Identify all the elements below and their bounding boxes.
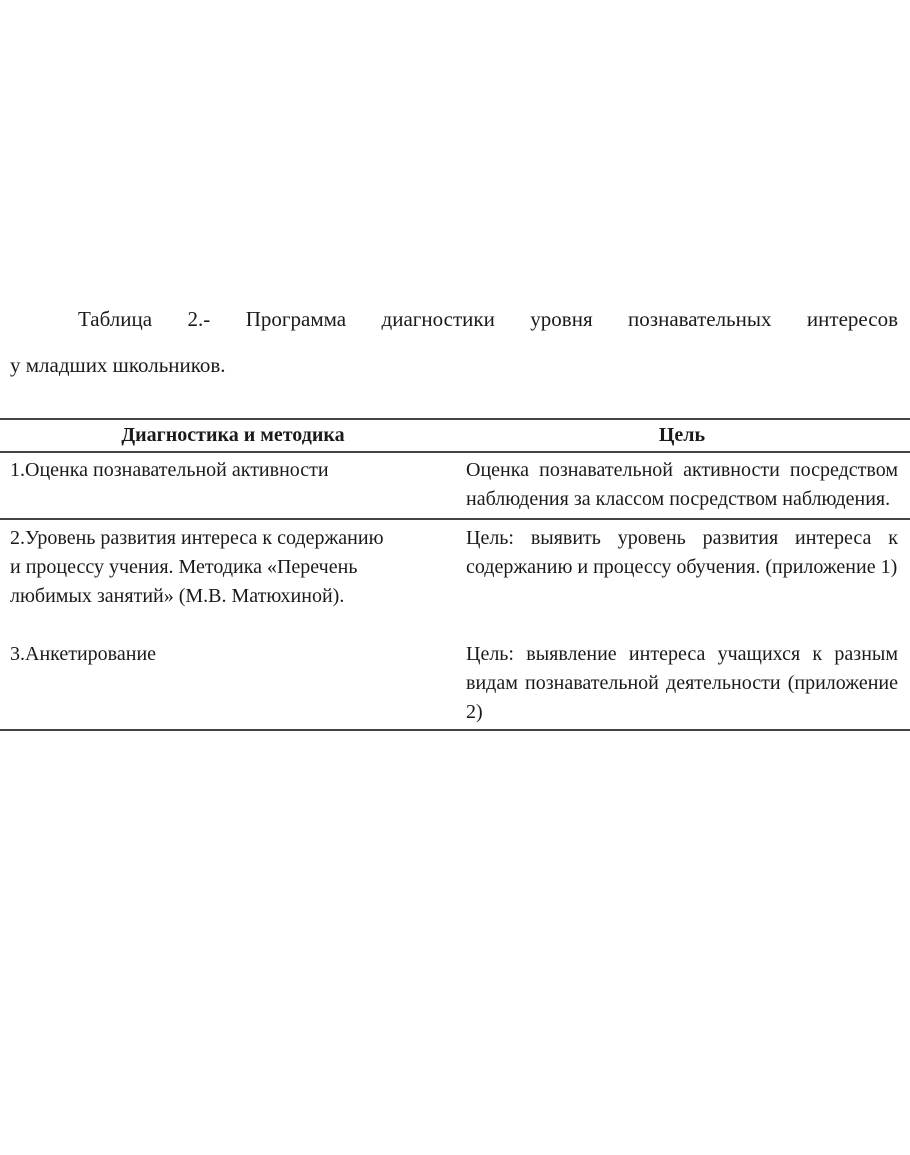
method-cell: 2.Уровень развития интереса к содержанию… <box>10 527 384 607</box>
caption-line-1: Таблица 2.- Программа диагностики уровня… <box>78 307 898 331</box>
header-method: Диагностика и методика <box>121 424 345 446</box>
table-row: 3.Анкетирование Цель: выявление интереса… <box>0 611 910 729</box>
table-caption: Таблица 2.- Программа диагностики уровня… <box>10 296 898 388</box>
header-goal: Цель <box>658 424 706 446</box>
table-row: 1.Оценка познавательной активности Оценк… <box>0 453 910 520</box>
caption-line-2: у младших школьников. <box>10 353 226 377</box>
goal-cell: Оценка познавательной активности посредс… <box>466 459 898 510</box>
goal-cell: Цель: выявить уровень развития интереса … <box>466 527 898 578</box>
table-header-row: Диагностика и методика Цель <box>0 420 910 453</box>
goal-cell: Цель: выявление интереса учащихся к разн… <box>466 643 898 723</box>
method-cell: 1.Оценка познавательной активности <box>10 459 329 481</box>
diagnostics-table: Диагностика и методика Цель 1.Оценка поз… <box>0 418 910 731</box>
method-cell: 3.Анкетирование <box>10 643 157 665</box>
table-row: 2.Уровень развития интереса к содержанию… <box>0 520 910 611</box>
